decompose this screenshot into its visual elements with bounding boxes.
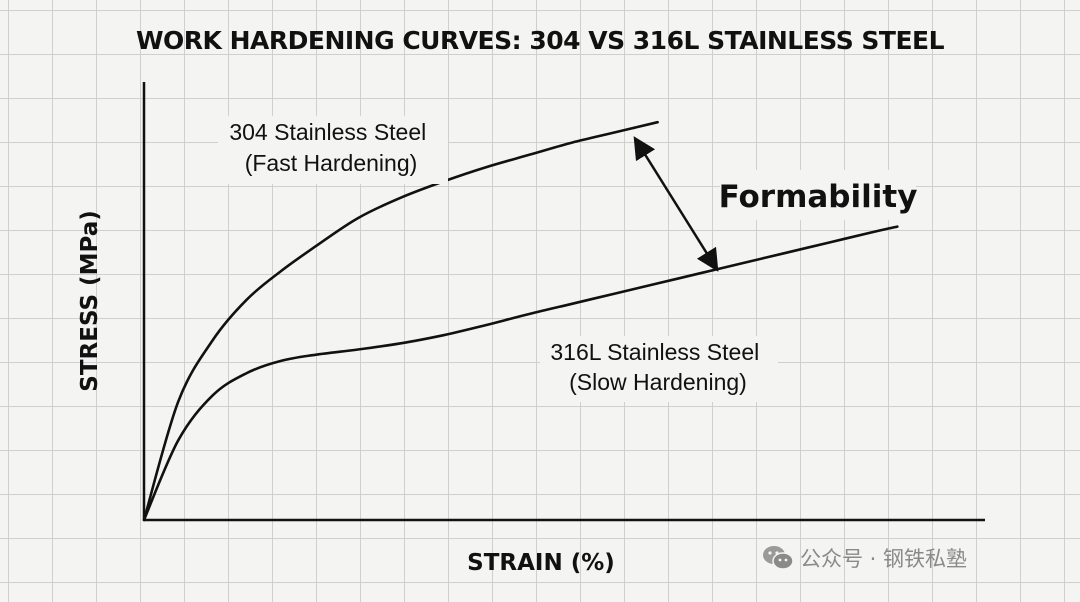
- series-label-bg-304: [218, 116, 448, 184]
- series-label-316l-line1: 316L Stainless Steel: [550, 339, 759, 365]
- watermark: 公众号 · 钢铁私塾: [762, 543, 967, 573]
- series-line-304: [142, 120, 659, 522]
- series-line-316l: [142, 225, 899, 522]
- wechat-icon: [763, 546, 794, 570]
- series-label-316l-line2: (Slow Hardening): [569, 369, 747, 395]
- formability-arrow: [633, 136, 719, 272]
- series-layer: [142, 120, 899, 522]
- x-axis-title: STRAIN (%): [467, 550, 615, 576]
- y-axis-title: STRESS (MPa): [77, 210, 103, 391]
- series-label-bg-316l: [540, 336, 778, 402]
- series-label-304-line1: 304 Stainless Steel: [229, 119, 426, 145]
- series-label-316l: 316L Stainless Steel (Slow Hardening): [550, 339, 765, 395]
- formability-annotation: Formability: [719, 179, 918, 215]
- chart-title: WORK HARDENING CURVES: 304 VS 316L STAIN…: [135, 26, 945, 55]
- annotation-bg: [720, 170, 916, 220]
- series-label-304: 304 Stainless Steel (Fast Hardening): [229, 119, 432, 176]
- watermark-text: 公众号 · 钢铁私塾: [800, 547, 968, 571]
- series-label-304-line2: (Fast Hardening): [245, 150, 418, 176]
